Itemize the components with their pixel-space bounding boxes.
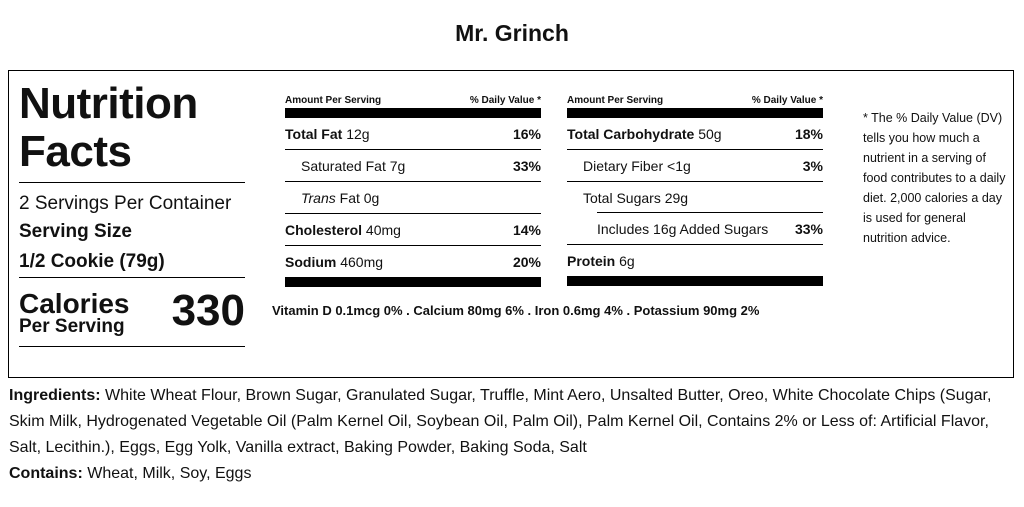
serving-size-label: Serving Size <box>19 221 132 242</box>
daily-value-header: % Daily Value * <box>751 95 823 106</box>
servings-per-container: 2 Servings Per Container <box>19 193 232 214</box>
calories-block: Calories Per Serving 330 <box>19 282 245 344</box>
ingredients-section: Ingredients: White Wheat Flour, Brown Su… <box>9 383 1019 487</box>
daily-value-footnote: * The % Daily Value (DV) tells you how m… <box>863 111 1006 245</box>
nutrition-facts-heading: Nutrition Facts <box>19 79 198 176</box>
daily-value-header: % Daily Value * <box>469 95 541 106</box>
allergens: Contains: Wheat, Milk, Soy, Eggs <box>9 465 252 482</box>
nutrition-facts-panel: Nutrition Facts 2 Servings Per Container… <box>19 80 245 347</box>
nutrients-right-column: Amount Per Serving % Daily Value * Total … <box>567 95 823 286</box>
nutrient-row-cholesterol: Cholesterol 40mg 14% <box>285 214 541 246</box>
nutrient-row-dietary-fiber: Dietary Fiber <1g 3% <box>567 150 823 182</box>
product-title: Mr. Grinch <box>455 20 569 46</box>
nutrient-row-sodium: Sodium 460mg 20% <box>285 253 541 270</box>
nutrient-row-total-fat: Total Fat 12g 16% <box>285 118 541 150</box>
calories-label: Calories <box>19 288 130 319</box>
nutrition-label-box <box>8 70 1014 378</box>
nutrient-row-trans-fat: Trans Fat 0g <box>285 182 541 214</box>
amount-per-serving-header: Amount Per Serving <box>285 95 382 106</box>
ingredients: Ingredients: White Wheat Flour, Brown Su… <box>9 387 992 456</box>
nutrient-row-saturated-fat: Saturated Fat 7g 33% <box>285 150 541 182</box>
amount-per-serving-header: Amount Per Serving <box>567 95 664 106</box>
vitamins-minerals: Vitamin D 0.1mcg 0% . Calcium 80mg 6% . … <box>272 303 760 318</box>
per-serving-label: Per Serving <box>19 316 125 337</box>
serving-size-value: 1/2 Cookie (79g) <box>19 251 165 272</box>
nutrients-left-column: Amount Per Serving % Daily Value * Total … <box>285 95 541 287</box>
nutrient-row-protein: Protein 6g <box>567 252 635 269</box>
nutrient-row-total-carbohydrate: Total Carbohydrate 50g 18% <box>567 118 823 150</box>
calories-value: 330 <box>171 286 245 335</box>
nutrient-row-added-sugars: Includes 16g Added Sugars 33% <box>567 213 823 245</box>
nutrient-row-total-sugars: Total Sugars 29g <box>567 182 823 213</box>
